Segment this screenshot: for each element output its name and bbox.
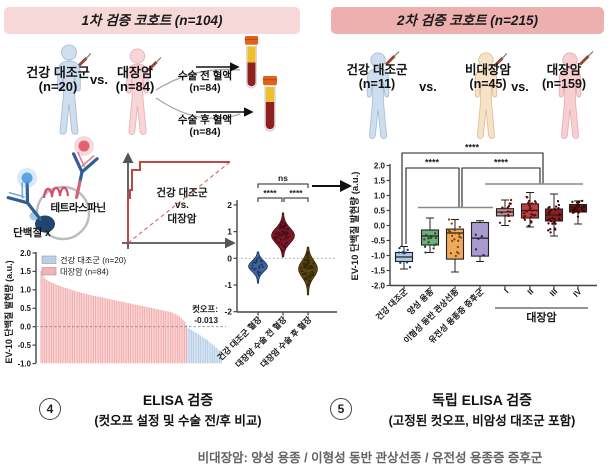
caption-independent-elisa: 독립 ELISA 검증 (고정된 컷오프, 비암성 대조군 포함): [362, 390, 602, 429]
sandwich-elisa-diagram: [6, 136, 99, 241]
svg-text:****: ****: [289, 188, 303, 198]
svg-text:0.0: 0.0: [20, 323, 32, 332]
roc-label-line2: vs.: [175, 200, 189, 211]
svg-text:****: ****: [263, 188, 277, 198]
tetraspanin-label: 테트라스파닌: [50, 202, 106, 214]
syringe-icon: [578, 51, 594, 66]
p2-vs2-label: vs.: [511, 80, 529, 94]
svg-text:2.0: 2.0: [20, 249, 32, 258]
svg-text:컷오프:: 컷오프:: [192, 304, 218, 314]
svg-text:EV-10 단백질 발현량 (a.u.): EV-10 단백질 발현량 (a.u.): [349, 172, 361, 281]
caption-4-title: ELISA 검증: [142, 392, 214, 408]
secondary-cohort-header: 2차 검증 코호트 (n=215): [331, 7, 604, 34]
svg-text:2: 2: [227, 200, 232, 210]
independent-elisa-box-chart: EV-10 단백질 발현량 (a.u.) 2.0 1.5 1.0 0.5 0.0 -0.5 -…: [349, 143, 597, 345]
syringe-icon: [492, 53, 508, 68]
roc-label-line1: 건강 대조군: [156, 186, 208, 199]
svg-text:-2.0: -2.0: [371, 281, 385, 290]
svg-text:-1.0: -1.0: [371, 251, 385, 260]
syringe-icon: [146, 57, 162, 72]
p2-group3-label: 대장암: [546, 63, 582, 77]
p2-group3-n: (n=159): [541, 77, 587, 91]
p2-group1-n: (n=11): [358, 77, 396, 91]
svg-text:1: 1: [227, 227, 232, 237]
svg-text:0.0: 0.0: [374, 221, 386, 230]
svg-text:II: II: [525, 286, 535, 296]
panel-link-arrow: [312, 180, 352, 192]
p2-vs1-label: vs.: [419, 80, 437, 94]
svg-text:건강 대조군: 건강 대조군: [374, 286, 410, 322]
syringe-icon: [384, 51, 400, 66]
svg-text:대장암: 대장암: [526, 310, 556, 324]
caption-5-subtitle: (고정된 컷오프, 비암성 대조군 포함): [388, 414, 576, 428]
roc-curve-chart: 건강 대조군 vs. 대장암: [122, 152, 236, 249]
postop-blood-n: (n=84): [189, 126, 221, 138]
svg-text:0.5: 0.5: [20, 304, 32, 313]
svg-text:-1.5: -1.5: [371, 266, 385, 275]
svg-text:1.5: 1.5: [374, 176, 386, 185]
svg-text:건강 대조군 (n=20): 건강 대조군 (n=20): [60, 255, 126, 265]
preop-arrow: [196, 62, 240, 72]
tetraspanin-loops-icon: [42, 186, 70, 199]
blood-tube-icon-postop: [263, 76, 277, 132]
svg-text:****: ****: [425, 158, 440, 168]
p1-vs-label: vs.: [89, 72, 109, 87]
capture-antibody-icon: [6, 181, 43, 221]
step-5-badge: 5: [330, 398, 352, 420]
p1-group1-label: 건강 대조군: [26, 65, 90, 80]
svg-text:1.0: 1.0: [374, 191, 386, 200]
caption-elisa-validation: ELISA 검증 (컷오프 설정 및 수술 전/후 비교): [62, 390, 294, 429]
svg-text:-1.0: -1.0: [18, 359, 32, 368]
red-fluorophore-icon: [78, 140, 90, 152]
waterfall-bar-chart: EV-10 단백질 발현량 (a.u.) 2.0 1.5 1.0 0.5 0.0 -0.5 -…: [3, 249, 226, 368]
svg-text:1.5: 1.5: [20, 267, 32, 276]
svg-text:1.0: 1.0: [20, 286, 32, 295]
svg-text:I: I: [502, 286, 511, 295]
p1-group2-label: 대장암: [117, 65, 153, 80]
p2-group1-label: 건강 대조군: [346, 63, 408, 77]
step-4-badge: 4: [39, 398, 61, 420]
svg-text:-0.5: -0.5: [18, 341, 32, 350]
svg-text:2.0: 2.0: [374, 161, 386, 170]
svg-text:-2: -2: [224, 307, 232, 317]
p1-group1-n: (n=20): [38, 79, 78, 94]
p2-group2-label: 비대장암: [464, 63, 511, 77]
preop-blood-label: 수술 전 혈액: [177, 70, 233, 82]
svg-text:0.5: 0.5: [374, 206, 386, 215]
non-crc-definition-footnote: 비대장암: 양성 용종 / 이형성 동반 관상선종 / 유전성 용종증 증후군: [197, 451, 543, 465]
svg-text:-1: -1: [224, 280, 232, 290]
blood-tube-icon-preop: [244, 36, 259, 89]
preop-blood-n: (n=84): [189, 82, 221, 94]
caption-5-title: 독립 ELISA 검증: [431, 392, 532, 408]
svg-text:****: ****: [465, 143, 480, 153]
caption-4-subtitle: (컷오프 설정 및 수술 전/후 비교): [94, 414, 262, 428]
p2-group2-n: (n=45): [469, 77, 507, 91]
svg-text:ns: ns: [278, 173, 288, 183]
syringe-icon: [76, 53, 92, 68]
blue-fluorophore-icon: [21, 172, 33, 184]
roc-label-line3: 대장암: [168, 212, 197, 225]
svg-text:대장암 (n=84): 대장암 (n=84): [60, 266, 109, 276]
detection-antibody-icon: [71, 151, 99, 200]
postop-arrow: [196, 107, 254, 117]
p1-group2-n: (n=84): [115, 79, 155, 94]
svg-text:****: ****: [494, 158, 509, 168]
svg-text:IV: IV: [571, 286, 584, 299]
postop-blood-label: 수술 후 혈액: [177, 114, 233, 126]
svg-text:III: III: [547, 286, 559, 298]
svg-text:0: 0: [227, 253, 232, 263]
svg-text:EV-10 단백질 발현량 (a.u.): EV-10 단백질 발현량 (a.u.): [3, 260, 14, 363]
svg-text:-0.5: -0.5: [371, 236, 385, 245]
primary-cohort-header: 1차 검증 코호트 (n=104): [4, 7, 300, 34]
protein-x-label: 단백질 x: [13, 227, 51, 239]
svg-text:-0.013: -0.013: [194, 315, 218, 325]
